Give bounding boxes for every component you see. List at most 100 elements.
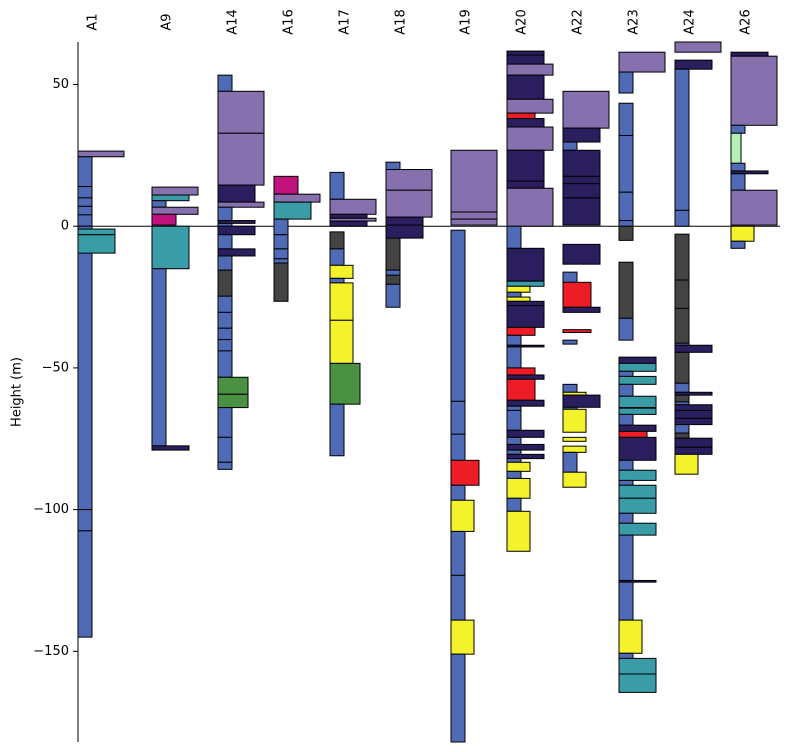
y-tick-label: −150 [33, 644, 69, 659]
layer [273, 218, 289, 236]
layer [329, 319, 354, 364]
layer [217, 339, 233, 352]
layer [273, 258, 289, 264]
column-label: A26 [739, 9, 754, 34]
layer [618, 413, 634, 426]
layer [217, 234, 233, 250]
layer [217, 225, 256, 236]
layer [674, 233, 690, 281]
layer [674, 432, 690, 439]
layer [450, 459, 480, 486]
layer [77, 225, 93, 511]
layer [217, 248, 256, 257]
layer [506, 497, 522, 512]
layer [730, 162, 746, 172]
layer [618, 479, 634, 486]
layer [618, 424, 657, 432]
layer [151, 445, 190, 451]
layer [730, 173, 746, 191]
layer [674, 404, 713, 411]
layer [217, 327, 233, 341]
layer [562, 329, 592, 333]
layer [506, 405, 522, 411]
layer [618, 534, 634, 581]
layer [329, 213, 368, 219]
layer [618, 356, 657, 364]
layer [618, 261, 634, 319]
layer [450, 149, 498, 213]
layer [450, 484, 466, 501]
layer [77, 205, 93, 216]
layer [730, 240, 746, 249]
layer [618, 71, 634, 94]
layer [273, 201, 312, 220]
layer [562, 306, 601, 313]
column-label: A16 [282, 9, 297, 34]
layer [273, 234, 289, 250]
layer [506, 112, 536, 120]
layer [77, 214, 93, 227]
layer [385, 189, 433, 218]
layer [506, 296, 531, 302]
layer [506, 63, 554, 76]
column-label: A20 [515, 9, 530, 34]
layer [562, 471, 587, 488]
layer [217, 461, 233, 470]
layer [618, 225, 634, 241]
layer [674, 382, 690, 393]
layer [506, 118, 545, 128]
layer [674, 351, 690, 384]
layer [385, 169, 433, 191]
layer [618, 657, 657, 675]
layer [730, 51, 769, 57]
layer [618, 375, 657, 385]
layer [151, 194, 190, 202]
layer [562, 383, 578, 393]
layer [217, 393, 249, 409]
layer [273, 175, 299, 195]
column-label: A23 [627, 9, 642, 34]
layer [77, 197, 93, 207]
column-label: A1 [86, 13, 101, 30]
column-label: A19 [459, 9, 474, 34]
layer [618, 362, 657, 372]
layer [77, 530, 93, 638]
layer [618, 191, 634, 222]
layer [618, 497, 657, 514]
layer [217, 201, 265, 208]
layer [618, 370, 634, 377]
layer [730, 225, 755, 242]
layer [562, 183, 601, 199]
layer [329, 198, 377, 215]
layer [618, 407, 657, 415]
layer [77, 186, 93, 199]
y-tick-label: −100 [33, 502, 69, 517]
layer [506, 409, 522, 431]
layer [506, 149, 545, 182]
layer [562, 436, 587, 442]
layer [217, 184, 256, 205]
layer [618, 469, 657, 481]
layer [217, 74, 233, 92]
layer [329, 220, 368, 227]
layer [506, 280, 545, 287]
layer [329, 264, 354, 279]
layer [674, 307, 690, 344]
layer [151, 186, 199, 196]
layer [618, 436, 657, 461]
layer [329, 282, 354, 321]
layer [562, 197, 601, 226]
layer [506, 326, 536, 336]
layer [562, 271, 578, 283]
layer [618, 581, 634, 621]
layer [217, 206, 233, 222]
layer [618, 51, 666, 73]
layer [618, 383, 634, 397]
layer [562, 175, 601, 185]
layer [506, 458, 522, 463]
layer [506, 225, 522, 249]
layer [385, 269, 401, 276]
layer [506, 54, 545, 65]
layer [217, 255, 233, 271]
